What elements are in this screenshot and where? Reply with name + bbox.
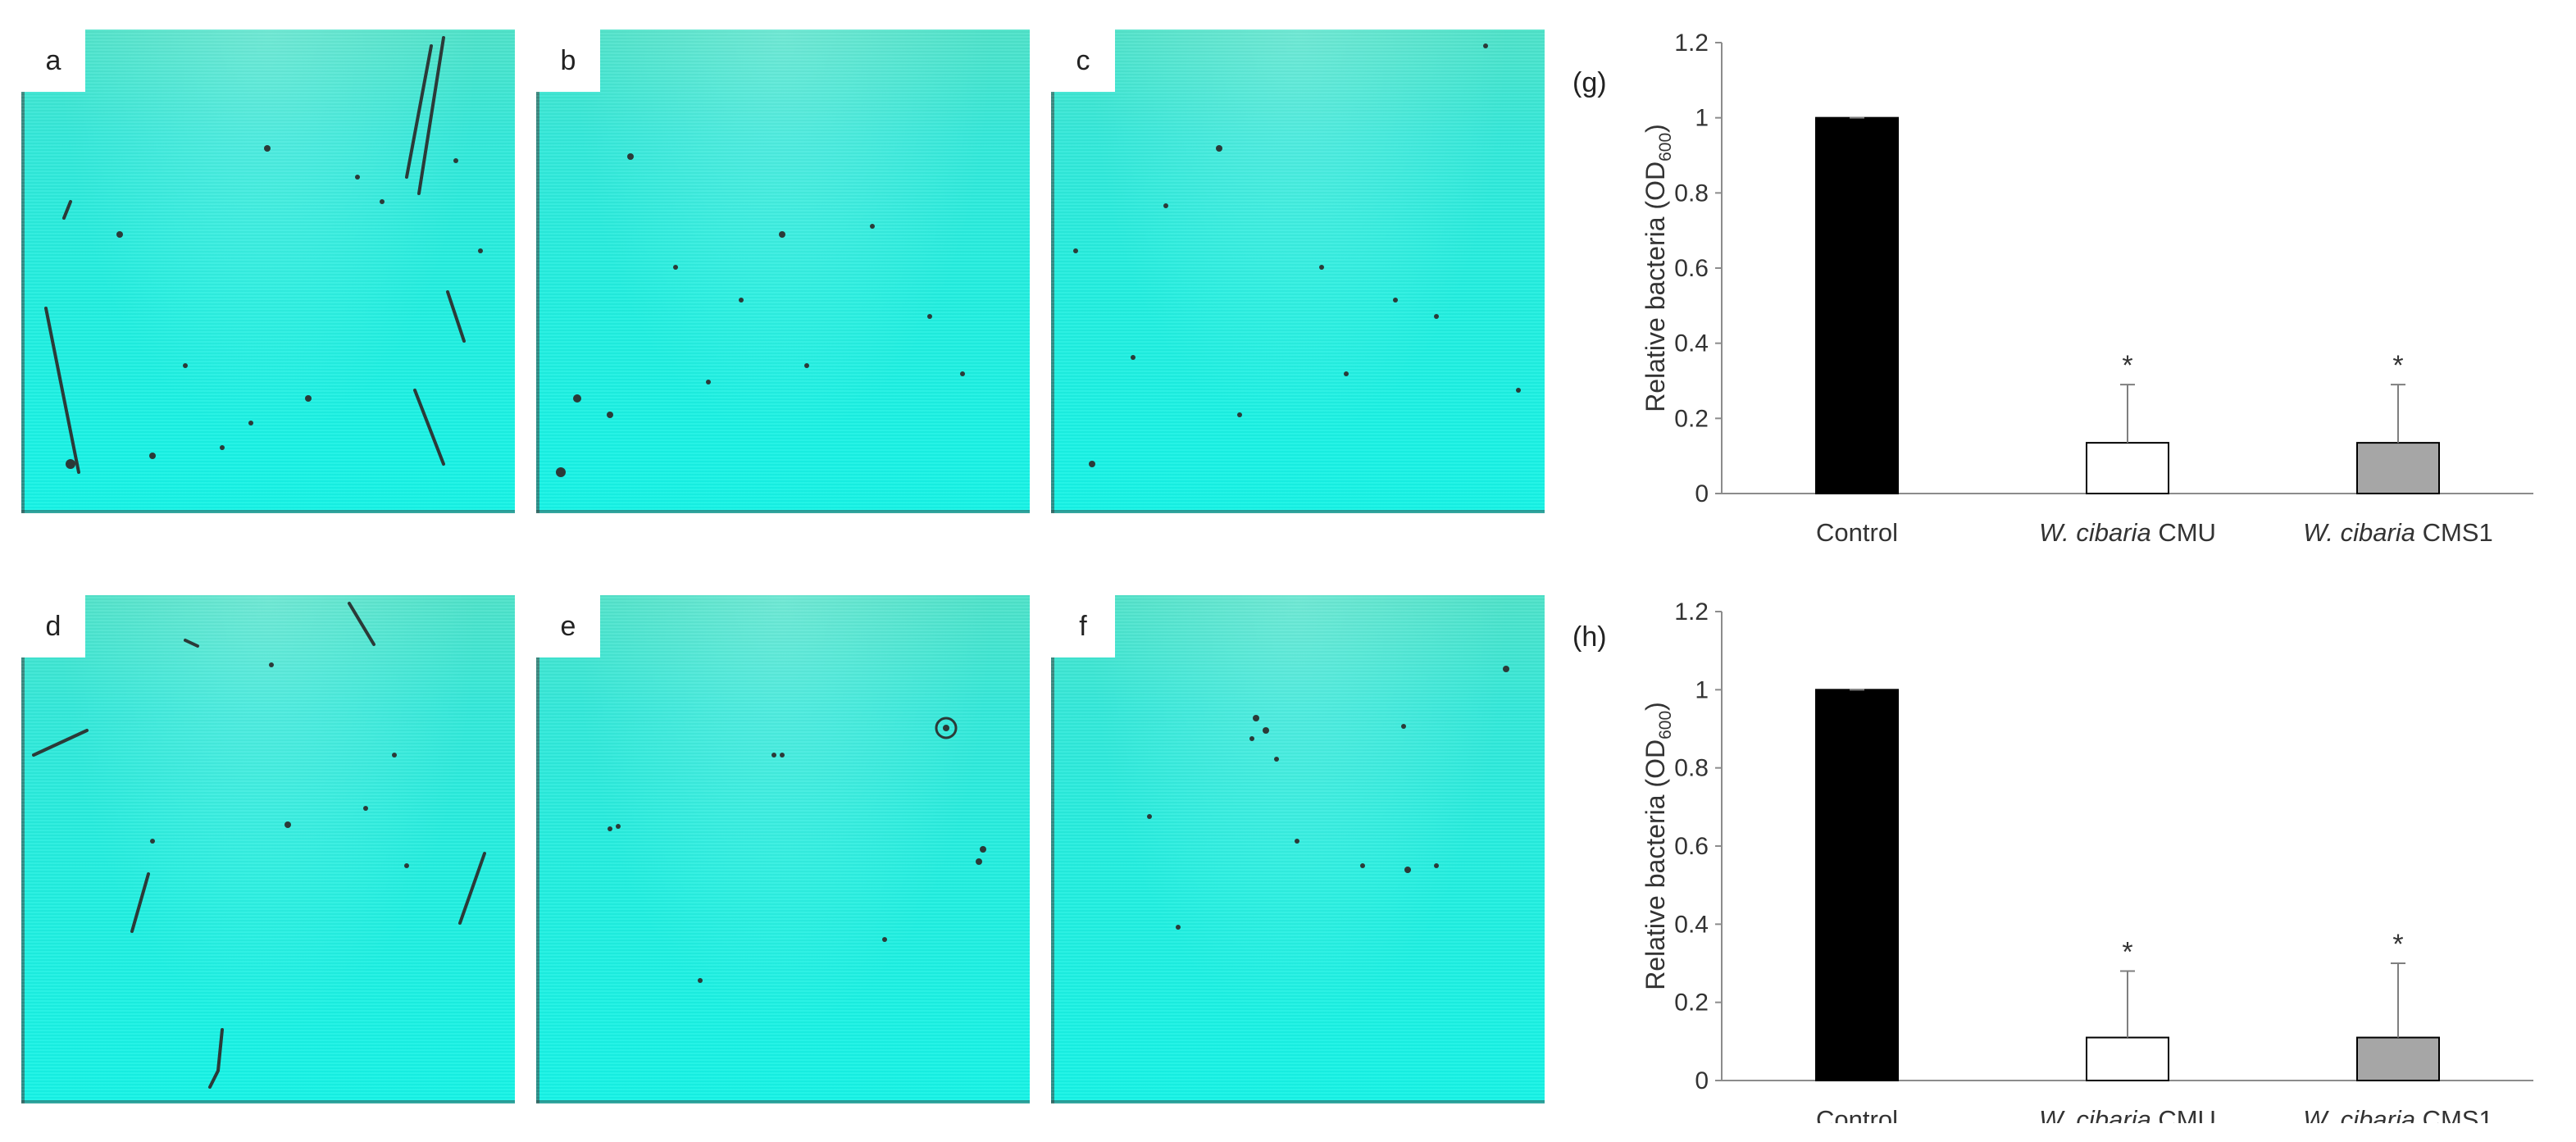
micrograph-e: e (536, 595, 1030, 1103)
chart-h: Relative bacteria (OD600) 0 0.2 0.4 0.6 0.8 1 1… (1641, 598, 2533, 1123)
y-tick-label: 0.2 (1674, 990, 1709, 1017)
micrograph-b: b (536, 30, 1030, 513)
bar (2086, 1036, 2169, 1081)
chart-g-label: (g) (1572, 67, 1607, 98)
micrograph-c: c (1051, 30, 1545, 513)
panel-label-d: d (21, 595, 85, 657)
x-category-label: W. cibaria CMU (2039, 518, 2216, 547)
significance-marker: * (2122, 350, 2132, 381)
micrograph-d: d (21, 595, 515, 1103)
bar (2356, 442, 2440, 494)
micrograph-specks (608, 717, 986, 983)
micrograph-specks (1147, 666, 1509, 930)
chart-g: Relative bacteria (OD600) 0 0.2 0.4 0.6 0.8 1 1… (1641, 30, 2533, 547)
x-category-label: W. cibaria CMU (2039, 1105, 2216, 1123)
micrograph-specks (44, 36, 483, 474)
x-category-label: W. cibaria CMS1 (2303, 1105, 2492, 1123)
bar (2086, 442, 2169, 494)
micrograph-specks (1073, 43, 1521, 467)
panel-label-b: b (536, 30, 600, 92)
y-tick-label: 0.2 (1674, 405, 1709, 432)
y-tick-label: 0.8 (1674, 755, 1709, 782)
y-tick-label: 0.6 (1674, 255, 1709, 282)
significance-marker: * (2392, 350, 2403, 381)
bar (1815, 116, 1899, 495)
micrograph-specks (32, 602, 486, 1089)
micrograph-f: f (1051, 595, 1545, 1103)
y-tick-label: 1.2 (1674, 598, 1709, 626)
y-tick-label: 1 (1695, 676, 1709, 703)
bar (2356, 1036, 2440, 1081)
x-category-label: Control (1816, 518, 1898, 547)
y-tick-label: 0 (1695, 480, 1709, 507)
micrograph-specks (556, 153, 965, 477)
y-axis-label: Relative bacteria (OD600) (1641, 124, 1675, 412)
panel-label-a: a (21, 30, 85, 92)
y-axis-label: Relative bacteria (OD600) (1641, 702, 1675, 990)
x-category-label: W. cibaria CMS1 (2303, 518, 2492, 547)
bar (1815, 689, 1899, 1081)
panel-label-f: f (1051, 595, 1115, 657)
y-tick-label: 0.6 (1674, 833, 1709, 860)
y-tick-label: 0 (1695, 1067, 1709, 1094)
y-tick-label: 0.8 (1674, 180, 1709, 207)
y-tick-label: 0.4 (1674, 330, 1709, 357)
micrograph-a: a (21, 30, 515, 513)
y-tick-label: 1 (1695, 105, 1709, 132)
y-tick-label: 1.2 (1674, 30, 1709, 57)
x-category-label: Control (1816, 1105, 1898, 1123)
chart-h-label: (h) (1572, 621, 1607, 653)
y-tick-label: 0.4 (1674, 911, 1709, 938)
significance-marker: * (2122, 937, 2132, 968)
panel-label-e: e (536, 595, 600, 657)
panel-label-c: c (1051, 30, 1115, 92)
significance-marker: * (2392, 929, 2403, 960)
